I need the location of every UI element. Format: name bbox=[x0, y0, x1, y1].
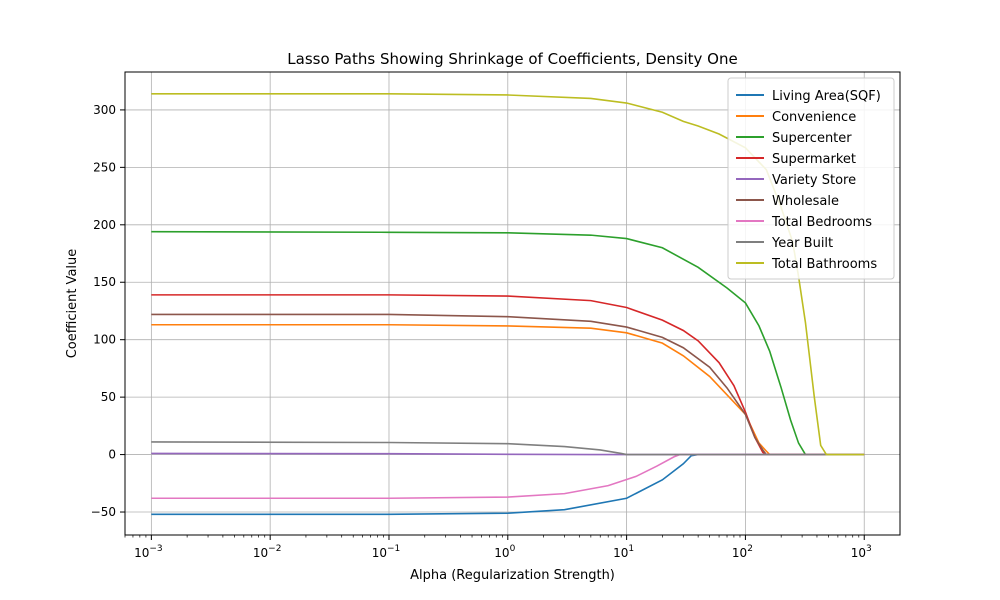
legend-label: Living Area(SQF) bbox=[772, 89, 881, 104]
x-tick-label: 10−3 bbox=[134, 544, 163, 560]
y-axis-label: Coefficient Value bbox=[65, 249, 80, 359]
y-tick-label: 50 bbox=[101, 390, 116, 404]
y-tick-label: 200 bbox=[93, 218, 116, 232]
x-tick-label: 101 bbox=[613, 544, 634, 560]
grid bbox=[125, 72, 900, 535]
x-axis-label: Alpha (Regularization Strength) bbox=[410, 568, 615, 583]
x-tick-label: 100 bbox=[494, 544, 515, 560]
x-tick-label: 10−1 bbox=[372, 544, 401, 560]
legend-label: Year Built bbox=[771, 236, 833, 251]
legend-label: Supermarket bbox=[772, 152, 856, 167]
y-tick-label: 250 bbox=[93, 160, 116, 174]
legend-box bbox=[727, 77, 895, 280]
legend-label: Wholesale bbox=[772, 194, 839, 209]
y-tick-label: 150 bbox=[93, 275, 116, 289]
y-tick-label: 0 bbox=[108, 448, 116, 462]
legend-label: Variety Store bbox=[772, 173, 856, 188]
x-tick-label: 10−2 bbox=[253, 544, 282, 560]
plot-frame bbox=[124, 71, 901, 536]
x-ticks: 10−3 10−2 10−1 100 101 102 103 bbox=[124, 535, 872, 560]
x-tick-label: 102 bbox=[732, 544, 753, 560]
y-ticks: −50 0 50 100 150 200 250 300 bbox=[91, 103, 125, 519]
y-tick-label: −50 bbox=[91, 505, 116, 519]
series-line-6 bbox=[151, 453, 865, 500]
series-line-5 bbox=[151, 313, 865, 456]
series-line-3 bbox=[151, 294, 865, 456]
legend: Living Area(SQF) Convenience Supercenter Su… bbox=[727, 77, 895, 280]
series-line-2 bbox=[151, 230, 865, 456]
chart-title: Lasso Paths Showing Shrinkage of Coeffic… bbox=[287, 50, 737, 68]
legend-label: Total Bathrooms bbox=[771, 257, 877, 272]
series-line-7 bbox=[151, 441, 865, 456]
legend-label: Convenience bbox=[772, 110, 856, 125]
legend-label: Supercenter bbox=[772, 131, 852, 146]
x-tick-label: 103 bbox=[851, 544, 872, 560]
y-tick-label: 100 bbox=[93, 333, 116, 347]
legend-label: Total Bedrooms bbox=[771, 215, 872, 230]
y-tick-label: 300 bbox=[93, 103, 116, 117]
series-line-1 bbox=[151, 323, 865, 456]
